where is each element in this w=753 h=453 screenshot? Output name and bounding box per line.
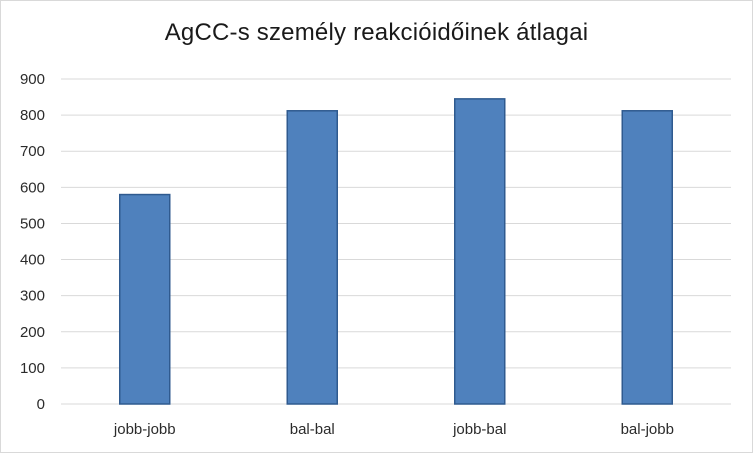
bar: [119, 193, 171, 405]
x-tick-label: bal-bal: [290, 421, 335, 438]
y-tick-label: 200: [20, 324, 45, 341]
y-tick-label: 900: [20, 71, 45, 88]
y-tick-label: 600: [20, 179, 45, 196]
y-tick-label: 400: [20, 252, 45, 269]
y-tick-label: 700: [20, 143, 45, 160]
bar: [621, 110, 673, 405]
x-tick-label: jobb-jobb: [113, 421, 176, 438]
chart-title: AgCC-s személy reakcióidőinek átlagai: [164, 19, 589, 46]
bar: [454, 98, 506, 405]
x-tick-label: bal-jobb: [621, 421, 674, 438]
y-tick-label: 800: [20, 107, 45, 124]
y-tick-label: 300: [20, 288, 45, 305]
y-tick-label: 500: [20, 215, 45, 232]
x-tick-label: jobb-bal: [452, 421, 506, 438]
bar: [286, 110, 338, 405]
y-tick-label: 0: [37, 396, 45, 413]
y-tick-label: 100: [20, 360, 45, 377]
